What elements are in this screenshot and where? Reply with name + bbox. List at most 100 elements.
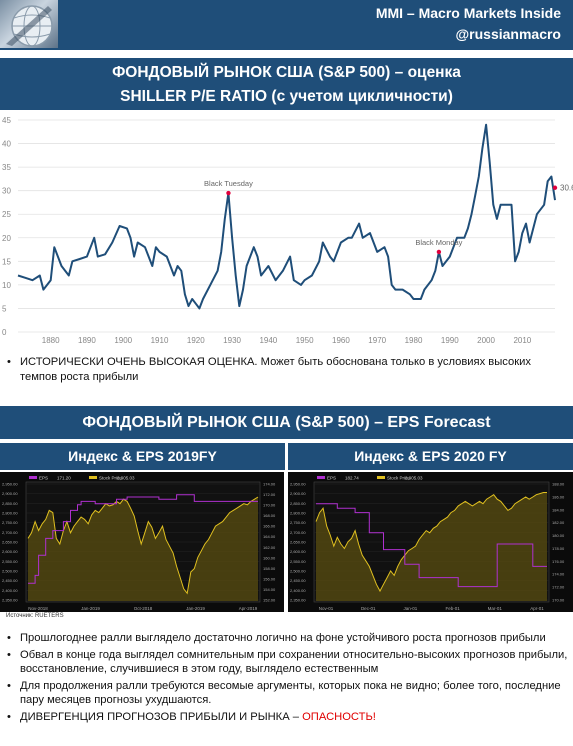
legend-name: EPS xyxy=(39,476,48,481)
y-right-tick-label: 160.00 xyxy=(263,555,276,560)
x-tick-label: 1980 xyxy=(405,336,423,345)
warning-text: ОПАСНОСТЬ! xyxy=(302,710,376,723)
y-right-tick-label: 188.00 xyxy=(552,482,565,487)
y-right-tick-label: 158.00 xyxy=(263,566,276,571)
legend-value: 2,905.03 xyxy=(117,476,135,481)
y-tick-label: 10 xyxy=(2,281,11,290)
y-tick-label: 5 xyxy=(2,304,7,313)
cape-series-line xyxy=(17,123,556,310)
y-right-tick-label: 178.00 xyxy=(552,546,565,551)
x-tick-label: 1900 xyxy=(114,336,132,345)
eps-bullets: Прошлогоднее ралли выглядело достаточно … xyxy=(2,631,568,726)
y-right-tick-label: 170.00 xyxy=(263,503,276,508)
section1-banner: ФОНДОВЫЙ РЫНОК США (S&P 500) – оценка SH… xyxy=(0,58,573,110)
bullet-item: Прошлогоднее ралли выглядело достаточно … xyxy=(2,631,568,646)
x-tick-label: 1940 xyxy=(259,336,277,345)
y-right-tick-label: 152.00 xyxy=(263,598,276,603)
legend-name: Stock Price xyxy=(387,476,410,481)
bullet-item: Для продолжения ралли требуются весомые … xyxy=(2,679,568,708)
source-note: Источник: RUETERS xyxy=(6,613,64,619)
bullet-text: Прошлогоднее ралли выглядело достаточно … xyxy=(20,632,546,644)
y-left-tick-label: 2,600.00 xyxy=(2,549,18,554)
y-right-tick-label: 176.00 xyxy=(552,559,565,564)
bullet-item: Обвал в конце года выглядел сомнительным… xyxy=(2,648,568,677)
y-tick-label: 15 xyxy=(2,257,11,266)
y-left-tick-label: 2,350.00 xyxy=(290,598,306,603)
y-tick-label: 0 xyxy=(2,328,7,337)
section1-title-line1: ФОНДОВЫЙ РЫНОК США (S&P 500) – оценка xyxy=(112,64,461,81)
y-left-tick-label: 2,650.00 xyxy=(2,540,18,545)
y-right-tick-label: 154.00 xyxy=(263,587,276,592)
y-left-tick-label: 2,450.00 xyxy=(290,578,306,583)
eps-forecast-line xyxy=(28,494,258,584)
legend-swatch xyxy=(89,476,97,479)
x-tick-label: Mar-01 xyxy=(488,606,503,611)
stock-price-area xyxy=(28,497,258,601)
legend-value: 171.20 xyxy=(57,476,71,481)
y-left-tick-label: 2,900.00 xyxy=(2,491,18,496)
bullet-item: ДИВЕРГЕНЦИЯ ПРОГНОЗОВ ПРИБЫЛИ И РЫНКА – … xyxy=(2,710,568,725)
y-left-tick-label: 2,750.00 xyxy=(290,520,306,525)
x-tick-label: 2010 xyxy=(513,336,531,345)
x-tick-label: 1890 xyxy=(78,336,96,345)
eps-2020-chart: 2,950.00 2,900.00 2,850.00 2,800.00 2,750.00… xyxy=(288,472,573,612)
y-left-tick-label: 2,450.00 xyxy=(2,578,18,583)
stock-price-area xyxy=(316,492,547,601)
y-left-tick-label: 2,750.00 xyxy=(2,520,18,525)
header-title: MMI – Macro Markets Inside xyxy=(375,5,561,21)
y-right-tick-label: 166.00 xyxy=(263,524,276,529)
y-right-tick-label: 162.00 xyxy=(263,545,276,550)
x-tick-label: Nov-01 xyxy=(319,606,334,611)
x-tick-label: 1960 xyxy=(332,336,350,345)
legend-name: EPS xyxy=(327,476,336,481)
event-marker xyxy=(226,190,231,196)
y-tick-label: 45 xyxy=(2,116,11,125)
x-tick-label: 2000 xyxy=(477,336,495,345)
y-left-tick-label: 2,950.00 xyxy=(2,482,18,487)
x-tick-label: 1880 xyxy=(42,336,60,345)
y-tick-label: 35 xyxy=(2,163,11,172)
y-left-tick-label: 2,400.00 xyxy=(290,588,306,593)
legend-name: Stock Price xyxy=(99,476,122,481)
x-tick-label: 1910 xyxy=(151,336,169,345)
legend-swatch xyxy=(29,476,37,479)
header-bar: MMI – Macro Markets Inside @russianmacro xyxy=(0,0,573,50)
y-right-tick-label: 186.00 xyxy=(552,494,565,499)
sub-header-2019: Индекс & EPS 2019FY xyxy=(0,443,285,470)
y-left-tick-label: 2,800.00 xyxy=(290,511,306,516)
last-value-label: 30.62 xyxy=(560,184,573,193)
y-left-tick-label: 2,700.00 xyxy=(290,530,306,535)
valuation-bullets: ИСТОРИЧЕСКИ ОЧЕНЬ ВЫСОКАЯ ОЦЕНКА. Может … xyxy=(2,355,568,386)
section1-title-line2: SHILLER P/E RATIO (с учетом цикличности) xyxy=(120,88,453,105)
legend-swatch xyxy=(317,476,325,479)
x-tick-label: Jan-2019 xyxy=(81,606,100,611)
y-right-tick-label: 170.00 xyxy=(552,598,565,603)
sub-header-2020: Индекс & EPS 2020 FY xyxy=(288,443,573,470)
x-tick-label: 1990 xyxy=(441,336,459,345)
x-tick-label: Apr-01 xyxy=(530,606,544,611)
x-tick-label: Apr-2019 xyxy=(239,606,258,611)
y-left-tick-label: 2,600.00 xyxy=(290,549,306,554)
x-tick-label: 1950 xyxy=(296,336,314,345)
y-left-tick-label: 2,500.00 xyxy=(290,569,306,574)
y-tick-label: 30 xyxy=(2,187,11,196)
y-right-tick-label: 164.00 xyxy=(263,534,276,539)
y-right-tick-label: 174.00 xyxy=(263,482,276,487)
y-right-tick-label: 184.00 xyxy=(552,507,565,512)
y-right-tick-label: 174.00 xyxy=(552,572,565,577)
y-right-tick-label: 168.00 xyxy=(263,513,276,518)
bullet-item: ИСТОРИЧЕСКИ ОЧЕНЬ ВЫСОКАЯ ОЦЕНКА. Может … xyxy=(2,355,568,384)
x-tick-label: Jan-2019 xyxy=(186,606,205,611)
y-right-tick-label: 172.00 xyxy=(552,585,565,590)
y-left-tick-label: 2,400.00 xyxy=(2,588,18,593)
y-left-tick-label: 2,550.00 xyxy=(290,559,306,564)
bullet-text: ДИВЕРГЕНЦИЯ ПРОГНОЗОВ ПРИБЫЛИ И РЫНКА – xyxy=(20,710,303,723)
y-right-tick-label: 180.00 xyxy=(552,533,565,538)
x-tick-label: Dec-01 xyxy=(361,606,376,611)
y-left-tick-label: 2,650.00 xyxy=(290,540,306,545)
eps-2019-chart: 2,950.00 2,900.00 2,850.00 2,800.00 2,750.00… xyxy=(0,472,284,612)
bullet-text: Обвал в конце года выглядел сомнительным… xyxy=(20,648,568,676)
legend-swatch xyxy=(377,476,385,479)
y-tick-label: 40 xyxy=(2,140,11,149)
y-left-tick-label: 2,850.00 xyxy=(290,501,306,506)
